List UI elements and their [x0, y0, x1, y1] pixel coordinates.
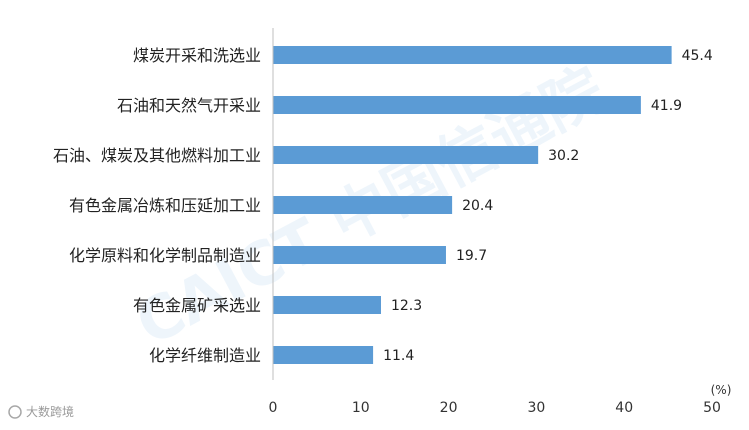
unit-label: (%) — [711, 383, 732, 397]
bar — [273, 246, 446, 264]
logo-text: 大数跨境 — [26, 404, 74, 419]
source-logo: 大数跨境 — [8, 404, 74, 419]
x-tick-label: 10 — [352, 400, 370, 416]
value-label: 19.7 — [456, 248, 487, 264]
logo-icon — [8, 405, 22, 419]
x-tick-label: 30 — [527, 400, 545, 416]
value-label: 41.9 — [651, 98, 682, 114]
bar — [273, 96, 641, 114]
x-tick-labels: 0 10 20 30 40 50 — [269, 400, 721, 416]
x-tick-label: 40 — [615, 400, 633, 416]
category-label: 化学纤维制造业 — [149, 346, 261, 365]
category-label: 石油和天然气开采业 — [117, 96, 261, 115]
value-label: 45.4 — [682, 48, 713, 64]
x-tick-label: 20 — [440, 400, 458, 416]
value-label: 30.2 — [548, 148, 579, 164]
value-label: 11.4 — [383, 348, 414, 364]
bar — [273, 296, 381, 314]
category-label: 化学原料和化学制品制造业 — [69, 246, 261, 265]
category-label: 石油、煤炭及其他燃料加工业 — [53, 146, 261, 165]
category-label: 煤炭开采和洗选业 — [133, 46, 261, 65]
bars-layer: 煤炭开采和洗选业 45.4 石油和天然气开采业 41.9 石油、煤炭及其他燃料加工业 30… — [53, 46, 713, 365]
bar — [273, 146, 539, 164]
value-label: 12.3 — [391, 298, 422, 314]
x-tick-label: 50 — [703, 400, 721, 416]
category-label: 有色金属冶炼和压延加工业 — [69, 196, 261, 215]
x-tick-label: 0 — [269, 400, 278, 416]
bar — [273, 196, 453, 214]
bar — [273, 46, 672, 64]
category-label: 有色金属矿采选业 — [133, 296, 261, 315]
bar — [273, 346, 374, 364]
value-label: 20.4 — [462, 198, 493, 214]
